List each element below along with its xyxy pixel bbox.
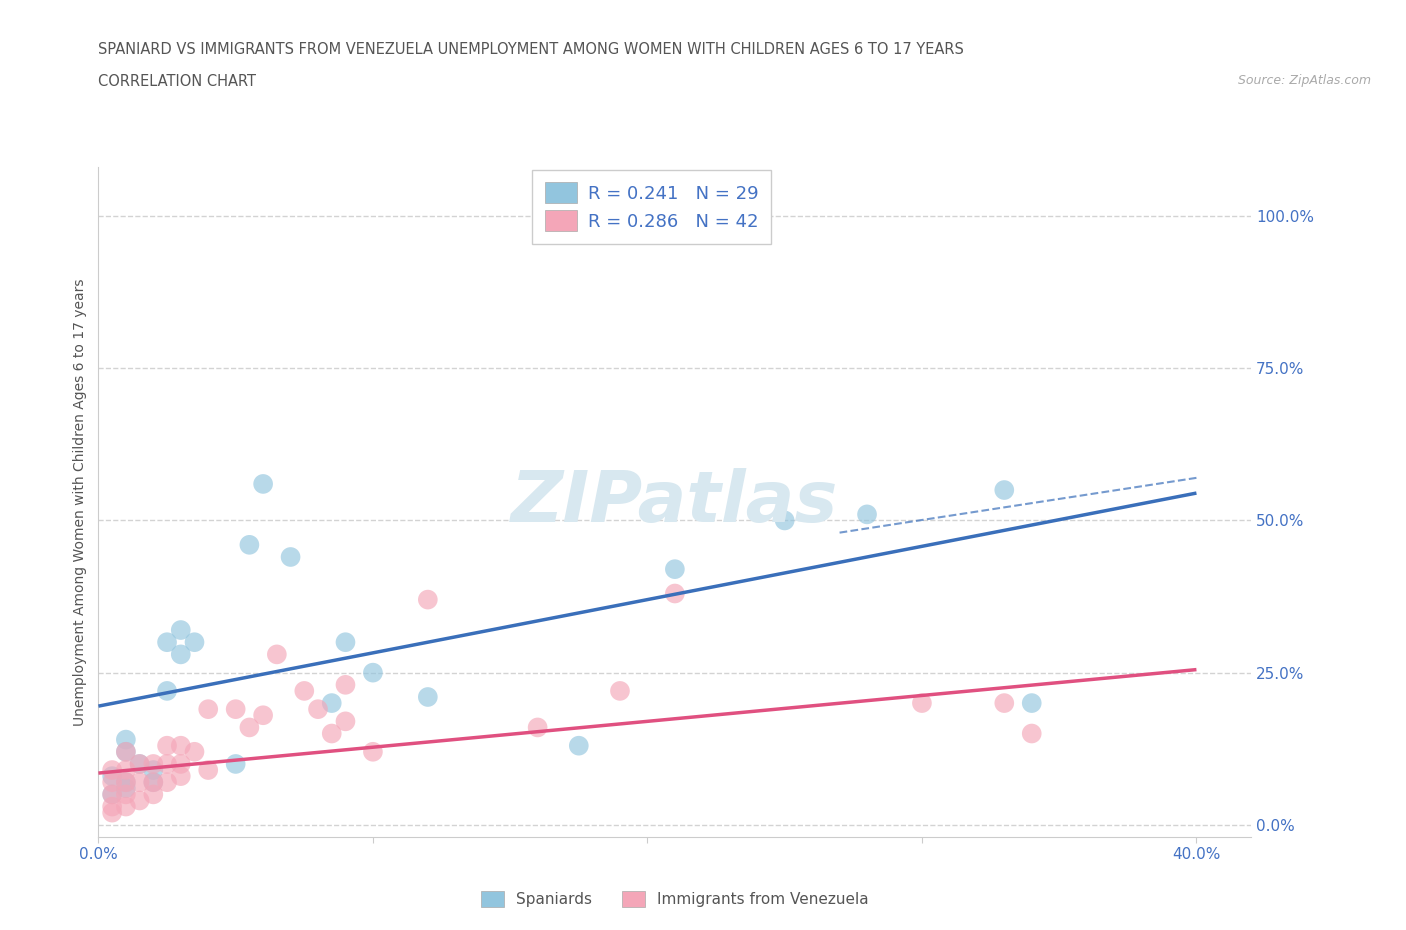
Legend: R = 0.241   N = 29, R = 0.286   N = 42: R = 0.241 N = 29, R = 0.286 N = 42 [533, 170, 772, 244]
Point [115, 787, 138, 802]
Point [115, 744, 138, 759]
Point [170, 756, 193, 771]
Point [156, 738, 179, 753]
Point [609, 684, 631, 698]
Point [197, 763, 219, 777]
Point [142, 775, 165, 790]
Point [101, 799, 124, 814]
Point [142, 787, 165, 802]
Point [115, 781, 138, 796]
Y-axis label: Unemployment Among Women with Children Ages 6 to 17 years: Unemployment Among Women with Children A… [73, 278, 87, 726]
Point [128, 775, 150, 790]
Point [101, 775, 124, 790]
Point [335, 677, 357, 692]
Point [335, 714, 357, 729]
Point [197, 702, 219, 717]
Point [664, 562, 686, 577]
Point [252, 708, 274, 723]
Point [128, 793, 150, 808]
Text: CORRELATION CHART: CORRELATION CHART [98, 74, 256, 89]
Point [526, 720, 548, 735]
Point [101, 787, 124, 802]
Point [156, 635, 179, 650]
Point [142, 756, 165, 771]
Point [115, 744, 138, 759]
Point [142, 775, 165, 790]
Text: Source: ZipAtlas.com: Source: ZipAtlas.com [1237, 74, 1371, 87]
Point [101, 769, 124, 784]
Point [416, 689, 439, 704]
Text: ZIPatlas: ZIPatlas [512, 468, 838, 537]
Point [238, 538, 260, 552]
Point [170, 622, 193, 637]
Point [238, 720, 260, 735]
Point [361, 744, 384, 759]
Point [856, 507, 879, 522]
Point [266, 647, 288, 662]
Legend: Spaniards, Immigrants from Venezuela: Spaniards, Immigrants from Venezuela [475, 884, 875, 913]
Point [911, 696, 934, 711]
Point [115, 775, 138, 790]
Point [115, 799, 138, 814]
Point [101, 805, 124, 820]
Point [225, 702, 247, 717]
Point [993, 483, 1015, 498]
Point [170, 738, 193, 753]
Point [128, 756, 150, 771]
Point [156, 684, 179, 698]
Point [156, 775, 179, 790]
Point [128, 756, 150, 771]
Point [183, 635, 205, 650]
Point [1021, 726, 1043, 741]
Point [664, 586, 686, 601]
Text: SPANIARD VS IMMIGRANTS FROM VENEZUELA UNEMPLOYMENT AMONG WOMEN WITH CHILDREN AGE: SPANIARD VS IMMIGRANTS FROM VENEZUELA UN… [98, 42, 965, 57]
Point [183, 744, 205, 759]
Point [307, 702, 329, 717]
Point [993, 696, 1015, 711]
Point [773, 513, 796, 528]
Point [568, 738, 591, 753]
Point [361, 665, 384, 680]
Point [115, 763, 138, 777]
Point [292, 684, 315, 698]
Point [321, 696, 343, 711]
Point [321, 726, 343, 741]
Point [568, 220, 591, 235]
Point [156, 756, 179, 771]
Point [1021, 696, 1043, 711]
Point [115, 732, 138, 747]
Point [252, 476, 274, 491]
Point [115, 775, 138, 790]
Point [101, 787, 124, 802]
Point [225, 756, 247, 771]
Point [101, 763, 124, 777]
Point [335, 635, 357, 650]
Point [142, 763, 165, 777]
Point [416, 592, 439, 607]
Point [280, 550, 302, 565]
Point [170, 647, 193, 662]
Point [170, 769, 193, 784]
